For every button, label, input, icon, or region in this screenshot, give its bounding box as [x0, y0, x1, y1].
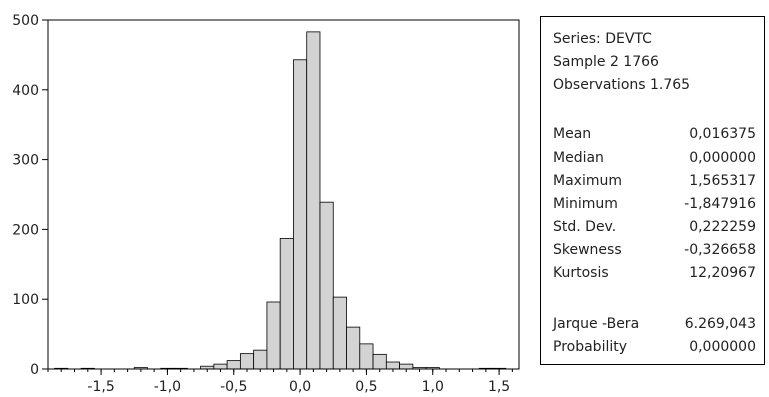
histogram-bar — [279, 238, 294, 370]
stat-value: 6.269,043 — [684, 316, 756, 332]
stat-row-jarque-bera: Jarque -Bera 6.269,043 — [553, 316, 756, 332]
histogram-bar — [253, 349, 268, 370]
histogram-bar — [319, 201, 334, 370]
histogram-bar — [226, 360, 241, 370]
y-axis: 0 100 200 300 400 500 — [12, 13, 48, 378]
stat-value: -0,326658 — [684, 242, 756, 258]
stat-row-kurtosis: Kurtosis 12,20967 — [553, 265, 756, 281]
histogram-bars — [54, 31, 507, 370]
stat-row-mean: Mean 0,016375 — [553, 126, 756, 142]
stat-value: 0,000000 — [689, 339, 756, 355]
x-tick-label: -1,5 — [87, 379, 114, 395]
y-tick-label: 300 — [12, 153, 39, 169]
stat-name: Median — [553, 150, 604, 166]
stat-value: -1,847916 — [684, 196, 756, 212]
histogram-bar — [346, 326, 361, 370]
histogram-bar — [266, 301, 281, 370]
y-tick-label: 0 — [30, 362, 39, 378]
x-tick-label: -0,5 — [220, 379, 247, 395]
stat-row-probability: Probability 0,000000 — [553, 339, 756, 355]
x-tick-label: -1,0 — [154, 379, 181, 395]
stat-row-median: Median 0,000000 — [553, 150, 756, 166]
stat-name: Skewness — [553, 242, 622, 258]
histogram-bar — [359, 343, 374, 370]
plot-frame — [47, 19, 520, 370]
x-axis: -1,5 -1,0 -0,5 0,0 0,5 1,0 1,5 — [47, 369, 513, 395]
histogram-bar — [332, 296, 347, 370]
histogram-bar — [372, 353, 387, 370]
histogram-bar — [239, 353, 255, 370]
histogram-bar — [385, 361, 400, 370]
observation-count: Observations 1.765 — [553, 77, 691, 93]
stat-name: Maximum — [553, 173, 622, 189]
y-tick-label: 200 — [12, 222, 39, 238]
stat-row-minimum: Minimum -1,847916 — [553, 196, 756, 212]
x-tick-label: 0,0 — [289, 379, 311, 395]
stat-row-maximum: Maximum 1,565317 — [553, 173, 756, 189]
statistics-panel: Series: DEVTC Sample 2 1766 Observations… — [540, 16, 765, 365]
x-tick-label: 1,5 — [488, 379, 510, 395]
stat-name: Std. Dev. — [553, 219, 617, 235]
stat-name: Mean — [553, 126, 592, 142]
histogram-chart: 0 100 200 300 400 500 -1,5 -1,0 -0,5 0,0 0,5 1,0 1,… — [12, 13, 520, 395]
histogram-bar — [399, 363, 414, 370]
y-tick-label: 100 — [12, 292, 39, 308]
x-tick-label: 1,0 — [422, 379, 444, 395]
sample-range: Sample 2 1766 — [553, 54, 659, 70]
y-tick-label: 500 — [12, 13, 39, 29]
stat-name: Probability — [553, 339, 628, 355]
stat-name: Kurtosis — [553, 265, 609, 281]
stat-row-std-dev: Std. Dev. 0,222259 — [553, 219, 756, 235]
histogram-bar — [306, 31, 321, 370]
stat-value: 0,000000 — [689, 150, 756, 166]
histogram-bar — [213, 363, 228, 370]
stat-value: 0,016375 — [689, 126, 756, 142]
stat-value: 1,565317 — [689, 173, 756, 189]
stat-value: 12,20967 — [689, 265, 756, 281]
series-name: Series: DEVTC — [553, 31, 652, 47]
stat-name: Jarque -Bera — [553, 316, 640, 332]
histogram-bar — [293, 59, 308, 370]
stat-value: 0,222259 — [689, 219, 756, 235]
stat-row-skewness: Skewness -0,326658 — [553, 242, 756, 258]
x-tick-label: 0,5 — [355, 379, 377, 395]
y-tick-label: 400 — [12, 83, 39, 99]
stat-name: Minimum — [553, 196, 618, 212]
